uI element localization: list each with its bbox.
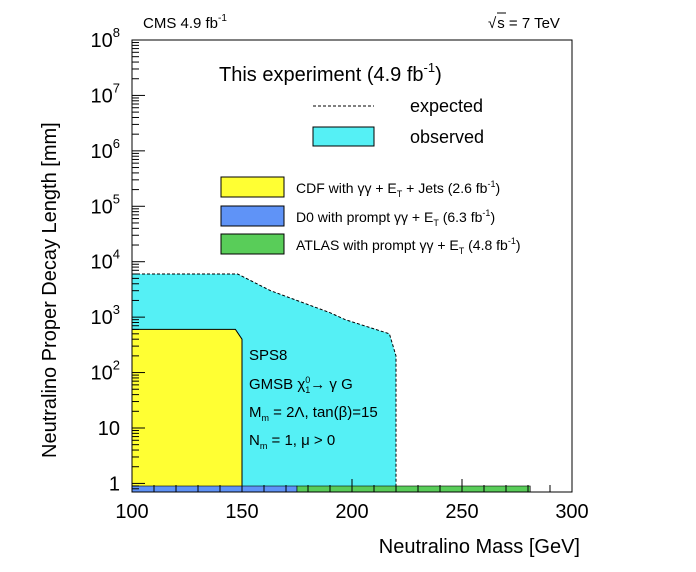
legend-title: This experiment (4.9 fb-1) <box>219 60 442 86</box>
axis-ticks <box>131 39 573 493</box>
y-tick-label: 1 <box>109 473 120 495</box>
annotation-gmsb: GMSB χ0 1→ γ G <box>249 375 353 395</box>
x-tick-label: 100 <box>115 501 148 523</box>
legend-observed-label: observed <box>410 127 484 147</box>
legend-atlas-label: ATLAS with prompt γγ + ET (4.8 fb-1) <box>296 236 521 256</box>
y-tick-label: 102 <box>91 358 120 385</box>
x-tick-label: 150 <box>225 501 258 523</box>
y-tick-label: 103 <box>91 302 120 329</box>
x-axis-label: Neutralino Mass [GeV] <box>379 536 580 558</box>
legend-cdf-label: CDF with γγ + ET + Jets (2.6 fb-1) <box>296 179 500 199</box>
legend-expected-label: expected <box>410 96 483 116</box>
y-tick-label: 106 <box>91 136 120 163</box>
y-tick-label: 107 <box>91 80 120 107</box>
tick-labels: 100 150 200 250 300 1 10 102 103 104 105 106 107 108 <box>91 25 589 523</box>
legend-observed-swatch <box>312 126 375 147</box>
series-d0-band <box>131 485 298 493</box>
y-axis-label: Neutralino Proper Decay Length [mm] <box>39 122 61 458</box>
legend-atlas-swatch <box>220 233 285 255</box>
x-tick-label: 300 <box>555 501 588 523</box>
x-tick-label: 200 <box>335 501 368 523</box>
x-tick-label: 250 <box>445 501 478 523</box>
series-atlas-band <box>296 485 531 493</box>
y-tick-label: 108 <box>91 25 120 52</box>
exclusion-regions <box>131 274 531 493</box>
annotation-nm: Nm = 1, μ > 0 <box>249 432 335 451</box>
energy-label: √s = 7 TeV <box>488 15 560 32</box>
luminosity-label: CMS 4.9 fb-1 <box>143 13 227 32</box>
annotation-sps8: SPS8 <box>249 347 287 364</box>
legend-cdf-swatch <box>220 176 285 198</box>
y-tick-label: 10 <box>98 418 120 440</box>
series-expected-line <box>132 273 397 492</box>
series-cdf-area <box>131 328 243 493</box>
y-tick-label: 105 <box>91 191 120 218</box>
annotation-mass: Mm = 2Λ, tan(β)=15 <box>249 404 378 423</box>
legend-d0-swatch <box>220 205 285 227</box>
legend-d0-label: D0 with prompt γγ + ET (6.3 fb-1) <box>296 208 495 228</box>
y-tick-label: 104 <box>91 247 120 274</box>
limit-lines <box>132 273 397 492</box>
